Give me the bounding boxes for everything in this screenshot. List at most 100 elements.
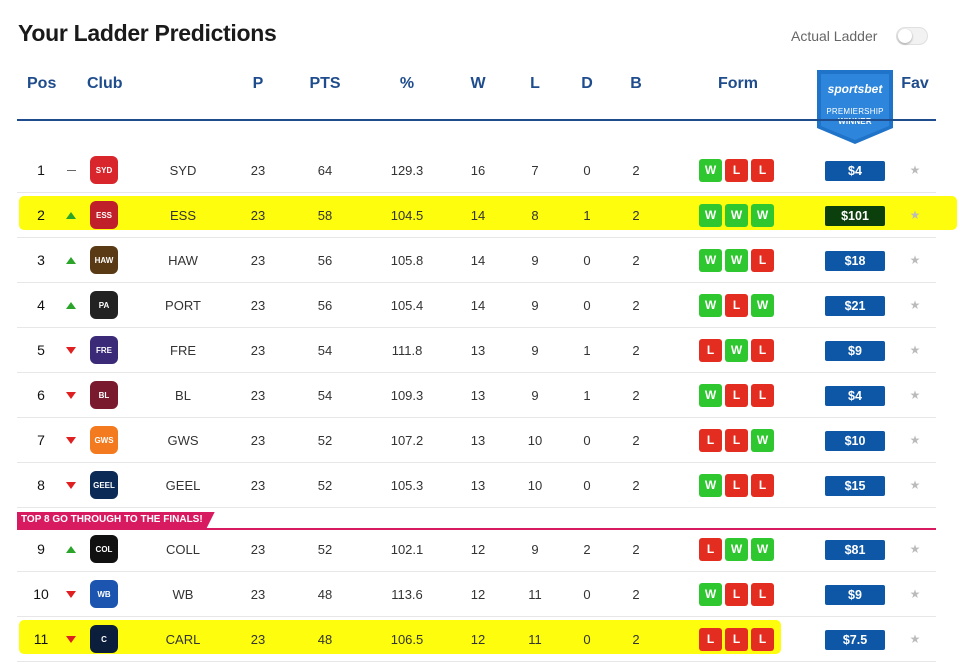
- form-result-loss: L: [699, 628, 722, 651]
- stat-pct: 106.5: [390, 632, 424, 647]
- stat-b: 2: [632, 253, 640, 268]
- premiership-odds-button[interactable]: $15: [825, 476, 885, 496]
- stat-pct: 105.3: [390, 478, 424, 493]
- premiership-odds-button[interactable]: $9: [825, 341, 885, 361]
- premiership-odds-button[interactable]: $81: [825, 540, 885, 560]
- stat-p: 23: [250, 433, 266, 448]
- ladder-row: 9 COL COLL 23 52 102.1 12 9 2 2 L W W $81 ★: [17, 527, 936, 572]
- club-code[interactable]: HAW: [168, 253, 198, 268]
- hawthorn-logo-icon: HAW: [90, 246, 118, 274]
- position: 10: [33, 586, 49, 602]
- club-code[interactable]: CARL: [165, 632, 201, 647]
- premiership-odds-button[interactable]: $4: [825, 386, 885, 406]
- column-header-b[interactable]: B: [630, 75, 642, 92]
- premiership-odds-button[interactable]: $10: [825, 431, 885, 451]
- stat-l: 11: [528, 587, 542, 602]
- favourite-star-icon[interactable]: ★: [909, 163, 921, 177]
- column-header-w[interactable]: W: [470, 75, 486, 92]
- club-code[interactable]: PORT: [165, 298, 201, 313]
- toggle-knob: [898, 29, 912, 43]
- club-code[interactable]: FRE: [170, 343, 196, 358]
- stat-pts: 52: [317, 433, 333, 448]
- column-header-percent[interactable]: %: [399, 75, 415, 92]
- form-result-loss: L: [699, 339, 722, 362]
- form-result-loss: L: [699, 429, 722, 452]
- premiership-odds-button[interactable]: $101: [825, 206, 885, 226]
- form-result-win: W: [751, 429, 774, 452]
- trend-down-icon: [65, 617, 77, 662]
- stat-pct: 105.4: [390, 298, 424, 313]
- stat-b: 2: [632, 542, 640, 557]
- trend-up-icon: [65, 527, 77, 572]
- position: 11: [33, 631, 49, 647]
- club-code[interactable]: SYD: [169, 163, 197, 178]
- stat-pts: 48: [317, 632, 333, 647]
- favourite-star-icon[interactable]: ★: [909, 388, 921, 402]
- form-result-loss: L: [751, 249, 774, 272]
- stat-p: 23: [250, 253, 266, 268]
- column-header-fav[interactable]: Fav: [901, 75, 929, 92]
- stat-d: 0: [583, 632, 591, 647]
- premiership-odds-button[interactable]: $9: [825, 585, 885, 605]
- badge-line-winner: WINNER: [838, 117, 872, 126]
- stat-w: 13: [470, 478, 486, 493]
- premiership-odds-button[interactable]: $4: [825, 161, 885, 181]
- actual-ladder-label: Actual Ladder: [791, 28, 878, 44]
- trend-down-icon: [65, 418, 77, 463]
- badge-line-premiership: PREMIERSHIP: [826, 107, 884, 116]
- favourite-star-icon[interactable]: ★: [909, 298, 921, 312]
- column-header-pos[interactable]: Pos: [27, 75, 57, 92]
- favourite-star-icon[interactable]: ★: [909, 478, 921, 492]
- form-result-win: W: [699, 294, 722, 317]
- column-header-d[interactable]: D: [581, 75, 593, 92]
- position: 1: [37, 162, 45, 178]
- stat-pct: 129.3: [390, 163, 424, 178]
- ladder-row: 6 BL BL 23 54 109.3 13 9 1 2 W L L $4 ★: [17, 373, 936, 418]
- stat-l: 9: [531, 343, 539, 358]
- stat-w: 12: [470, 542, 486, 557]
- stat-d: 2: [583, 542, 591, 557]
- stat-b: 2: [632, 208, 640, 223]
- column-header-form[interactable]: Form: [718, 75, 758, 92]
- form-result-loss: L: [725, 294, 748, 317]
- form-result-win: W: [699, 249, 722, 272]
- essendon-logo-icon: ESS: [90, 201, 118, 229]
- column-header-l[interactable]: L: [530, 75, 540, 92]
- favourite-star-icon[interactable]: ★: [909, 253, 921, 267]
- stat-w: 14: [470, 208, 486, 223]
- row-highlight: [19, 196, 957, 230]
- club-code[interactable]: BL: [175, 388, 191, 403]
- stat-pts: 52: [317, 478, 333, 493]
- favourite-star-icon[interactable]: ★: [909, 587, 921, 601]
- premiership-odds-button[interactable]: $18: [825, 251, 885, 271]
- form-result-win: W: [699, 583, 722, 606]
- favourite-star-icon[interactable]: ★: [909, 208, 921, 222]
- club-code[interactable]: ESS: [169, 208, 197, 223]
- form-result-loss: L: [725, 474, 748, 497]
- club-code[interactable]: GEEL: [165, 478, 201, 493]
- stat-b: 2: [632, 343, 640, 358]
- stat-d: 0: [583, 433, 591, 448]
- stat-b: 2: [632, 587, 640, 602]
- form-result-loss: L: [751, 628, 774, 651]
- finals-cutoff-line: [17, 528, 936, 530]
- stat-p: 23: [250, 343, 266, 358]
- stat-b: 2: [632, 632, 640, 647]
- favourite-star-icon[interactable]: ★: [909, 542, 921, 556]
- favourite-star-icon[interactable]: ★: [909, 433, 921, 447]
- club-code[interactable]: WB: [172, 587, 194, 602]
- stat-l: 8: [531, 208, 539, 223]
- premiership-odds-button[interactable]: $7.5: [825, 630, 885, 650]
- column-header-club[interactable]: Club: [87, 75, 123, 92]
- favourite-star-icon[interactable]: ★: [909, 343, 921, 357]
- form-result-win: W: [725, 339, 748, 362]
- sportsbet-logo: sportsbet: [827, 82, 883, 96]
- column-header-p[interactable]: P: [252, 75, 264, 92]
- club-code[interactable]: COLL: [166, 542, 200, 557]
- column-header-pts[interactable]: PTS: [309, 75, 341, 92]
- stat-w: 12: [470, 632, 486, 647]
- club-code[interactable]: GWS: [167, 433, 199, 448]
- actual-ladder-toggle[interactable]: [896, 27, 928, 45]
- premiership-odds-button[interactable]: $21: [825, 296, 885, 316]
- favourite-star-icon[interactable]: ★: [909, 632, 921, 646]
